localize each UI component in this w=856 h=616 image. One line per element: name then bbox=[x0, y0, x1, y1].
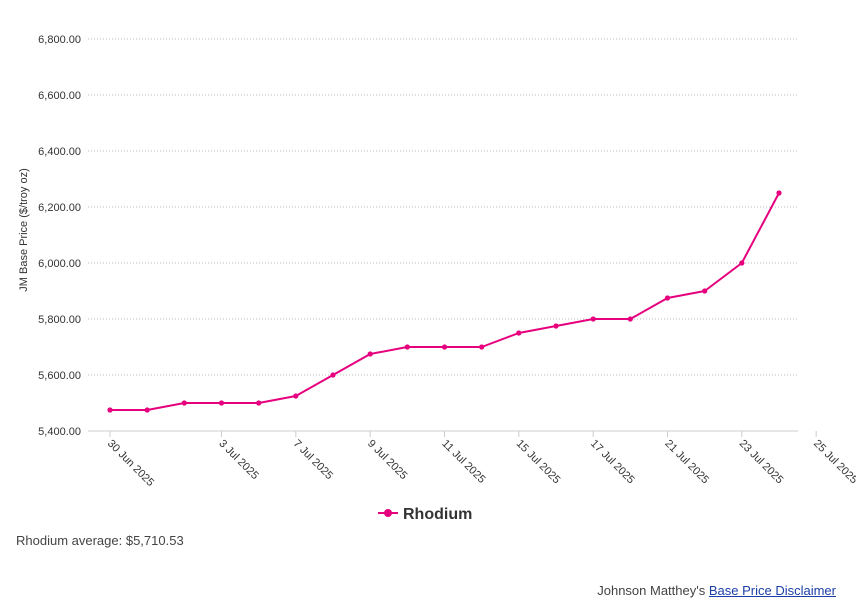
y-tick-label: 6,000.00 bbox=[38, 258, 81, 270]
x-tick-label: 25 Jul 2025 bbox=[811, 438, 856, 487]
x-axis: 30 Jun 2025 3 Jul 2025 7 Jul 2025 9 Jul 202… bbox=[105, 431, 856, 489]
x-tick-label: 9 Jul 2025 bbox=[365, 438, 409, 482]
y-tick-label: 6,200.00 bbox=[38, 202, 81, 214]
data-point[interactable] bbox=[516, 330, 522, 336]
y-tick-label: 5,400.00 bbox=[38, 426, 81, 438]
legend-label-rhodium: Rhodium bbox=[403, 506, 472, 523]
data-point[interactable] bbox=[330, 372, 336, 378]
series-rhodium[interactable] bbox=[107, 190, 782, 413]
y-tick-label: 6,800.00 bbox=[38, 34, 81, 46]
disclaimer-prefix: Johnson Matthey's bbox=[597, 583, 709, 598]
legend-dot-marker bbox=[384, 509, 392, 517]
x-tick-label: 7 Jul 2025 bbox=[291, 438, 335, 482]
price-chart: 5,400.00 5,600.00 5,800.00 6,000.00 6,200.00… bbox=[18, 34, 856, 523]
data-point[interactable] bbox=[627, 316, 633, 322]
legend[interactable]: Rhodium bbox=[378, 506, 472, 523]
x-tick-label: 11 Jul 2025 bbox=[439, 438, 487, 486]
data-point[interactable] bbox=[441, 344, 448, 350]
y-axis-title: JM Base Price ($/troy oz) bbox=[18, 168, 30, 291]
data-point[interactable] bbox=[144, 407, 150, 413]
x-tick-label: 21 Jul 2025 bbox=[662, 438, 711, 487]
series-line-rhodium bbox=[110, 192, 780, 411]
data-point[interactable] bbox=[218, 400, 225, 406]
x-tick-label: 30 Jun 2025 bbox=[105, 438, 156, 489]
data-point[interactable] bbox=[107, 407, 113, 413]
data-point[interactable] bbox=[404, 344, 410, 350]
x-tick-label: 17 Jul 2025 bbox=[588, 438, 637, 487]
rhodium-average: Rhodium average: $5,710.53 bbox=[16, 533, 184, 548]
y-axis: 5,400.00 5,600.00 5,800.00 6,000.00 6,200.00… bbox=[38, 34, 81, 438]
data-point[interactable] bbox=[553, 323, 559, 329]
grid-lines bbox=[88, 38, 798, 432]
y-tick-label: 6,400.00 bbox=[38, 146, 81, 158]
disclaimer-link[interactable]: Base Price Disclaimer bbox=[708, 583, 836, 598]
data-point[interactable] bbox=[256, 400, 262, 406]
data-point[interactable] bbox=[293, 393, 299, 399]
data-point[interactable] bbox=[739, 260, 745, 266]
y-tick-label: 5,600.00 bbox=[38, 370, 81, 382]
disclaimer: Johnson Matthey's Base Price Disclaimer bbox=[597, 583, 836, 598]
y-tick-label: 5,800.00 bbox=[38, 314, 81, 326]
data-point[interactable] bbox=[479, 344, 485, 350]
data-point[interactable] bbox=[776, 190, 782, 196]
data-point[interactable] bbox=[181, 400, 187, 406]
x-tick-label: 23 Jul 2025 bbox=[737, 438, 786, 487]
x-tick-label: 3 Jul 2025 bbox=[216, 438, 260, 482]
data-point[interactable] bbox=[664, 295, 671, 301]
x-tick-label: 15 Jul 2025 bbox=[514, 438, 563, 487]
y-tick-label: 6,600.00 bbox=[38, 90, 81, 102]
data-point[interactable] bbox=[590, 316, 596, 322]
data-point[interactable] bbox=[367, 351, 373, 357]
data-point[interactable] bbox=[702, 288, 708, 294]
